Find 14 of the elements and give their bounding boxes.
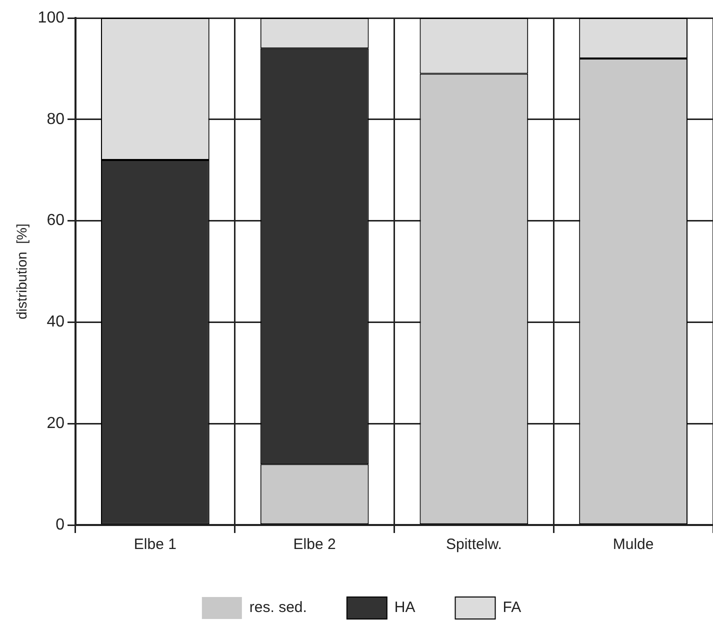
x-tick-label: Elbe 1 (134, 536, 176, 554)
y-tick-label: 40 (46, 314, 65, 331)
legend-label: HA (394, 599, 416, 616)
y-tick-label: 100 (38, 9, 65, 26)
x-tick-label: Spittelw. (446, 536, 502, 554)
y-tick-label: 60 (46, 212, 65, 230)
y-tick-label: 20 (46, 415, 65, 432)
x-tick-label: Elbe 2 (293, 536, 336, 554)
x-tick-label: Mulde (612, 536, 654, 554)
legend-label: res. sed. (249, 599, 307, 616)
legend-label: FA (502, 599, 522, 616)
y-tick-label: 80 (46, 110, 65, 128)
y-axis-title: distribution [%] (13, 224, 30, 320)
y-tick-label: 0 (56, 516, 65, 534)
